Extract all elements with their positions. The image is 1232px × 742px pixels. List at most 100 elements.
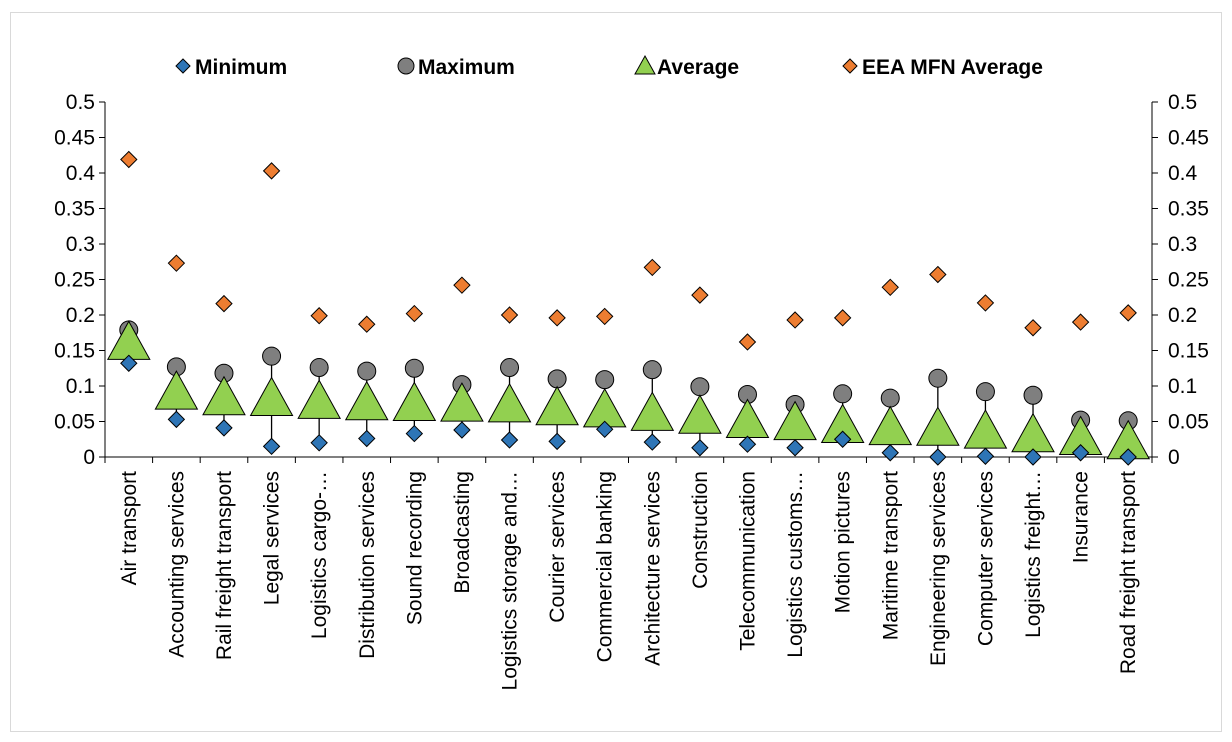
minimum-point [1071,444,1090,462]
average-point [773,400,817,441]
y-tick-label-right: 0.5 [1168,91,1197,114]
legend-marker [175,58,191,74]
average-point [1011,412,1055,453]
y-tick-label-right: 0 [1168,446,1180,469]
average-point [868,405,913,446]
eea-mfn-average-point [120,150,138,169]
average-point [535,385,579,426]
category-label: Broadcasting [451,471,474,594]
category-label: Insurance [1070,471,1093,563]
category-label: Accounting services [165,471,188,658]
minimum-point [358,429,376,448]
y-tick-label-left: 0.15 [54,340,95,363]
category-label: Sound recording [403,471,426,625]
minimum-point [833,430,852,448]
eea-mfn-average-point [548,309,566,327]
eea-mfn-average-point [405,304,424,323]
y-tick-label-left: 0.2 [66,304,95,327]
legend-label: Minimum [195,56,287,79]
legend-label: EEA MFN Average [862,56,1043,79]
maximum-point [500,358,520,378]
average-point [249,376,294,416]
y-tick-label-right: 0.2 [1168,304,1197,327]
eea-mfn-average-point [833,309,852,327]
legend-marker [397,57,415,75]
maximum-point [975,382,995,402]
minimum-point [738,435,757,453]
minimum-point [1024,448,1042,466]
average-point [630,391,675,431]
average-point [915,406,960,446]
maximum-point [357,361,377,381]
category-label: Air transport [118,471,141,586]
category-label: Maritime transport [879,471,902,640]
y-tick-label-right: 0.4 [1168,162,1198,185]
y-tick-label-right: 0.1 [1168,375,1197,398]
y-tick-label-right: 0.3 [1168,233,1197,256]
average-point [297,379,342,419]
y-tick-label-right: 0.15 [1168,340,1209,363]
category-labels-group: Air transport Accounting services Rail fre… [118,471,1140,691]
eea-mfn-average-point [786,311,804,329]
eea-mfn-average-point [310,307,328,325]
minimum-point [786,439,804,457]
category-label: Construction [689,471,712,589]
average-point [106,320,151,360]
average-point [487,382,532,423]
category-label: Computer services [974,471,997,646]
maximum-point [642,360,662,380]
maximum-point [262,346,282,366]
y-tick-label-left: 0.4 [66,162,96,185]
minimum-point [691,439,709,457]
maximum-point [309,358,329,378]
maximum-point [1023,385,1043,405]
axes-group: 0 0 0.05 0.05 0.1 0.1 0.15 0.15 0.2 0.2 0.25 0.25 0.… [54,91,1209,469]
y-tick-label-left: 0 [83,446,95,469]
minimum-point [929,448,947,466]
maximum-point [404,358,424,378]
category-label: Logistics cargo-… [308,471,331,639]
minimum-point [881,444,899,462]
average-point [202,375,246,416]
average-point [344,380,389,421]
category-label: Logistics freight… [1022,471,1045,638]
category-label: Road freight transport [1117,471,1140,674]
maximum-point [690,377,710,397]
minimum-point [643,433,662,451]
average-point [963,409,1008,449]
chart-frame [10,12,1222,732]
eea-mfn-average-point [358,315,376,333]
markers-group [106,150,1151,466]
eea-mfn-average-point [1119,304,1137,322]
category-label: Legal services [261,471,284,605]
minimum-point [405,424,424,443]
category-label: Distribution services [356,471,379,659]
y-tick-label-left: 0.35 [54,198,95,221]
y-tick-label-left: 0.05 [54,411,95,434]
y-tick-label-left: 0.3 [66,233,95,256]
eea-mfn-average-point [1071,313,1090,331]
minimum-point [976,447,995,465]
y-tick-label-right: 0.25 [1168,269,1209,292]
minimum-point [595,420,614,439]
minimum-point [120,354,138,372]
category-label: Telecommunication [736,471,759,651]
y-tick-label-left: 0.45 [54,127,95,150]
minimum-point [453,421,471,439]
category-label: Architecture services [641,471,664,666]
minimum-point [548,432,566,451]
average-point [440,382,484,422]
category-label: Rail freight transport [213,471,236,660]
eea-mfn-average-point [453,276,471,294]
eea-mfn-average-point [500,306,519,324]
category-label: Logistics storage and… [499,471,522,690]
minimum-point [1119,448,1137,466]
maximum-point [928,368,948,388]
eea-mfn-average-point [595,307,614,326]
eea-mfn-average-point [215,294,233,313]
y-tick-label-right: 0.05 [1168,411,1209,434]
eea-mfn-average-point [929,265,947,284]
y-tick-label-left: 0.1 [66,375,95,398]
maximum-point [547,369,567,389]
eea-mfn-average-point [881,278,899,297]
